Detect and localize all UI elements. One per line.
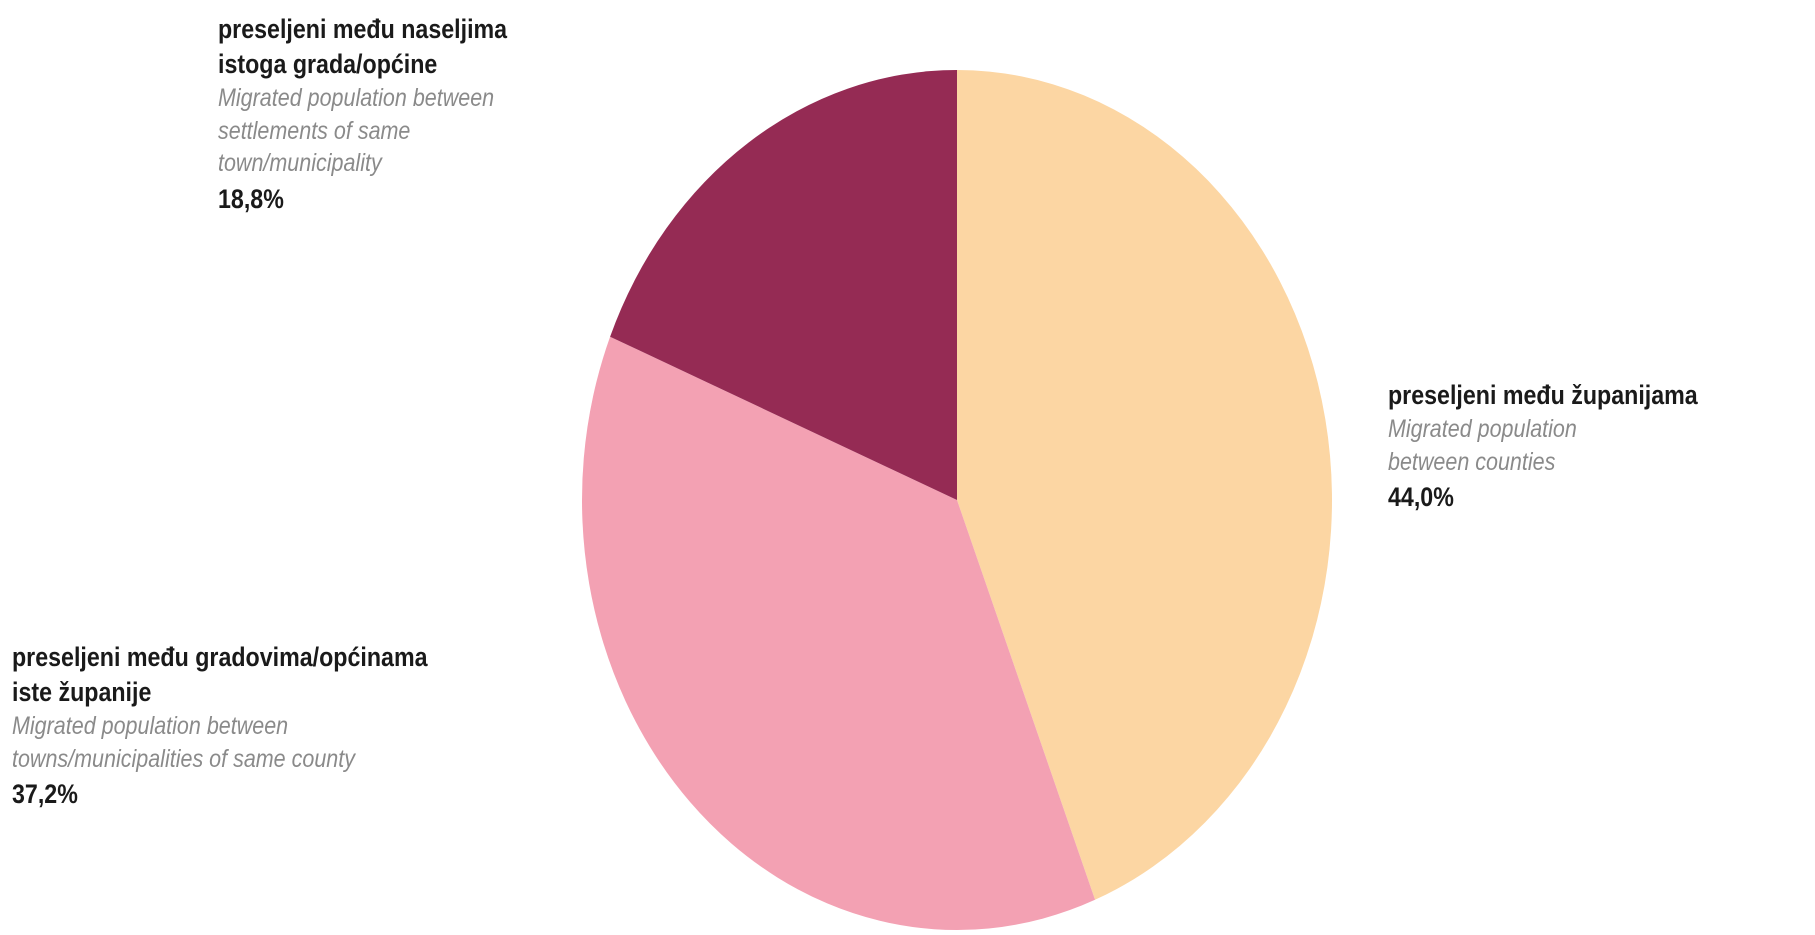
label-settlements-en-line-1: Migrated population between xyxy=(218,84,495,113)
pie-slice-settlements xyxy=(610,70,957,500)
label-settlements: preseljeni među naseljima istoga grada/o… xyxy=(218,12,554,217)
label-settlements-hr-line-1: preseljeni među naseljima xyxy=(218,14,508,44)
pie-slice-towns xyxy=(582,336,1096,930)
label-towns-hr-line-2: iste županije xyxy=(12,677,152,708)
label-settlements-en-line-3: town/municipality xyxy=(218,149,382,178)
label-counties-en-line-1: Migrated population xyxy=(1388,415,1577,444)
label-settlements-hr-line-2: istoga grada/općine xyxy=(218,49,438,80)
pie-slice-counties xyxy=(957,70,1332,900)
label-settlements-percent: 18,8% xyxy=(218,183,284,214)
label-towns-en-line-2: towns/municipalities of same county xyxy=(12,744,355,773)
label-towns: preseljeni među gradovima/općinama iste … xyxy=(12,640,495,812)
label-towns-hr-line-1: preseljeni među gradovima/općinama xyxy=(12,642,428,672)
label-counties: preseljeni među županijama Migrated popu… xyxy=(1388,378,1748,515)
label-towns-percent: 37,2% xyxy=(12,779,78,810)
label-settlements-en-line-2: settlements of same xyxy=(218,116,411,145)
label-counties-percent: 44,0% xyxy=(1388,482,1454,513)
label-counties-hr-line-1: preseljeni među županijama xyxy=(1388,380,1698,410)
label-counties-en-line-2: between counties xyxy=(1388,447,1556,476)
label-towns-en-line-1: Migrated population between xyxy=(12,712,289,741)
